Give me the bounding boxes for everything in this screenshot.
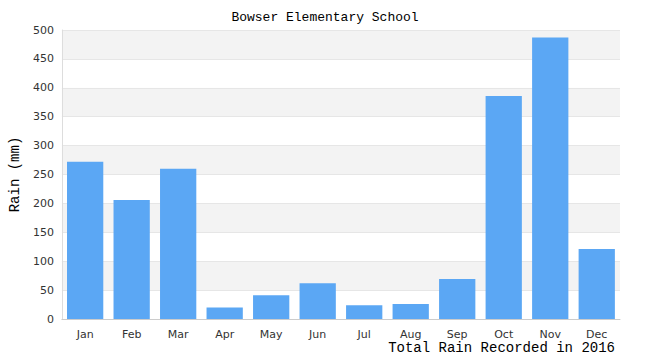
svg-text:450: 450	[33, 52, 54, 65]
svg-text:May: May	[260, 328, 283, 341]
svg-text:Oct: Oct	[494, 328, 514, 341]
svg-text:Jul: Jul	[357, 328, 371, 341]
svg-text:Apr: Apr	[215, 328, 235, 341]
svg-text:Sep: Sep	[446, 328, 468, 341]
svg-text:Nov: Nov	[539, 328, 561, 341]
svg-text:200: 200	[33, 197, 54, 210]
svg-text:Mar: Mar	[168, 328, 189, 341]
svg-text:500: 500	[33, 24, 54, 37]
svg-text:Rain (mm): Rain (mm)	[7, 137, 23, 213]
svg-text:300: 300	[33, 139, 54, 152]
svg-text:50: 50	[40, 284, 54, 297]
svg-text:Jun: Jun	[308, 328, 326, 341]
svg-text:Feb: Feb	[122, 328, 141, 341]
svg-text:Aug: Aug	[400, 328, 422, 341]
svg-text:Dec: Dec	[586, 328, 608, 341]
svg-text:Total Rain Recorded in 2016: Total Rain Recorded in 2016	[388, 340, 615, 356]
svg-text:400: 400	[33, 81, 54, 94]
svg-text:100: 100	[33, 255, 54, 268]
svg-text:Jan: Jan	[76, 328, 94, 341]
svg-text:250: 250	[33, 168, 54, 181]
svg-text:0: 0	[47, 313, 54, 326]
svg-text:Bowser Elementary School: Bowser Elementary School	[231, 10, 418, 25]
svg-text:150: 150	[33, 226, 54, 239]
svg-text:350: 350	[33, 110, 54, 123]
